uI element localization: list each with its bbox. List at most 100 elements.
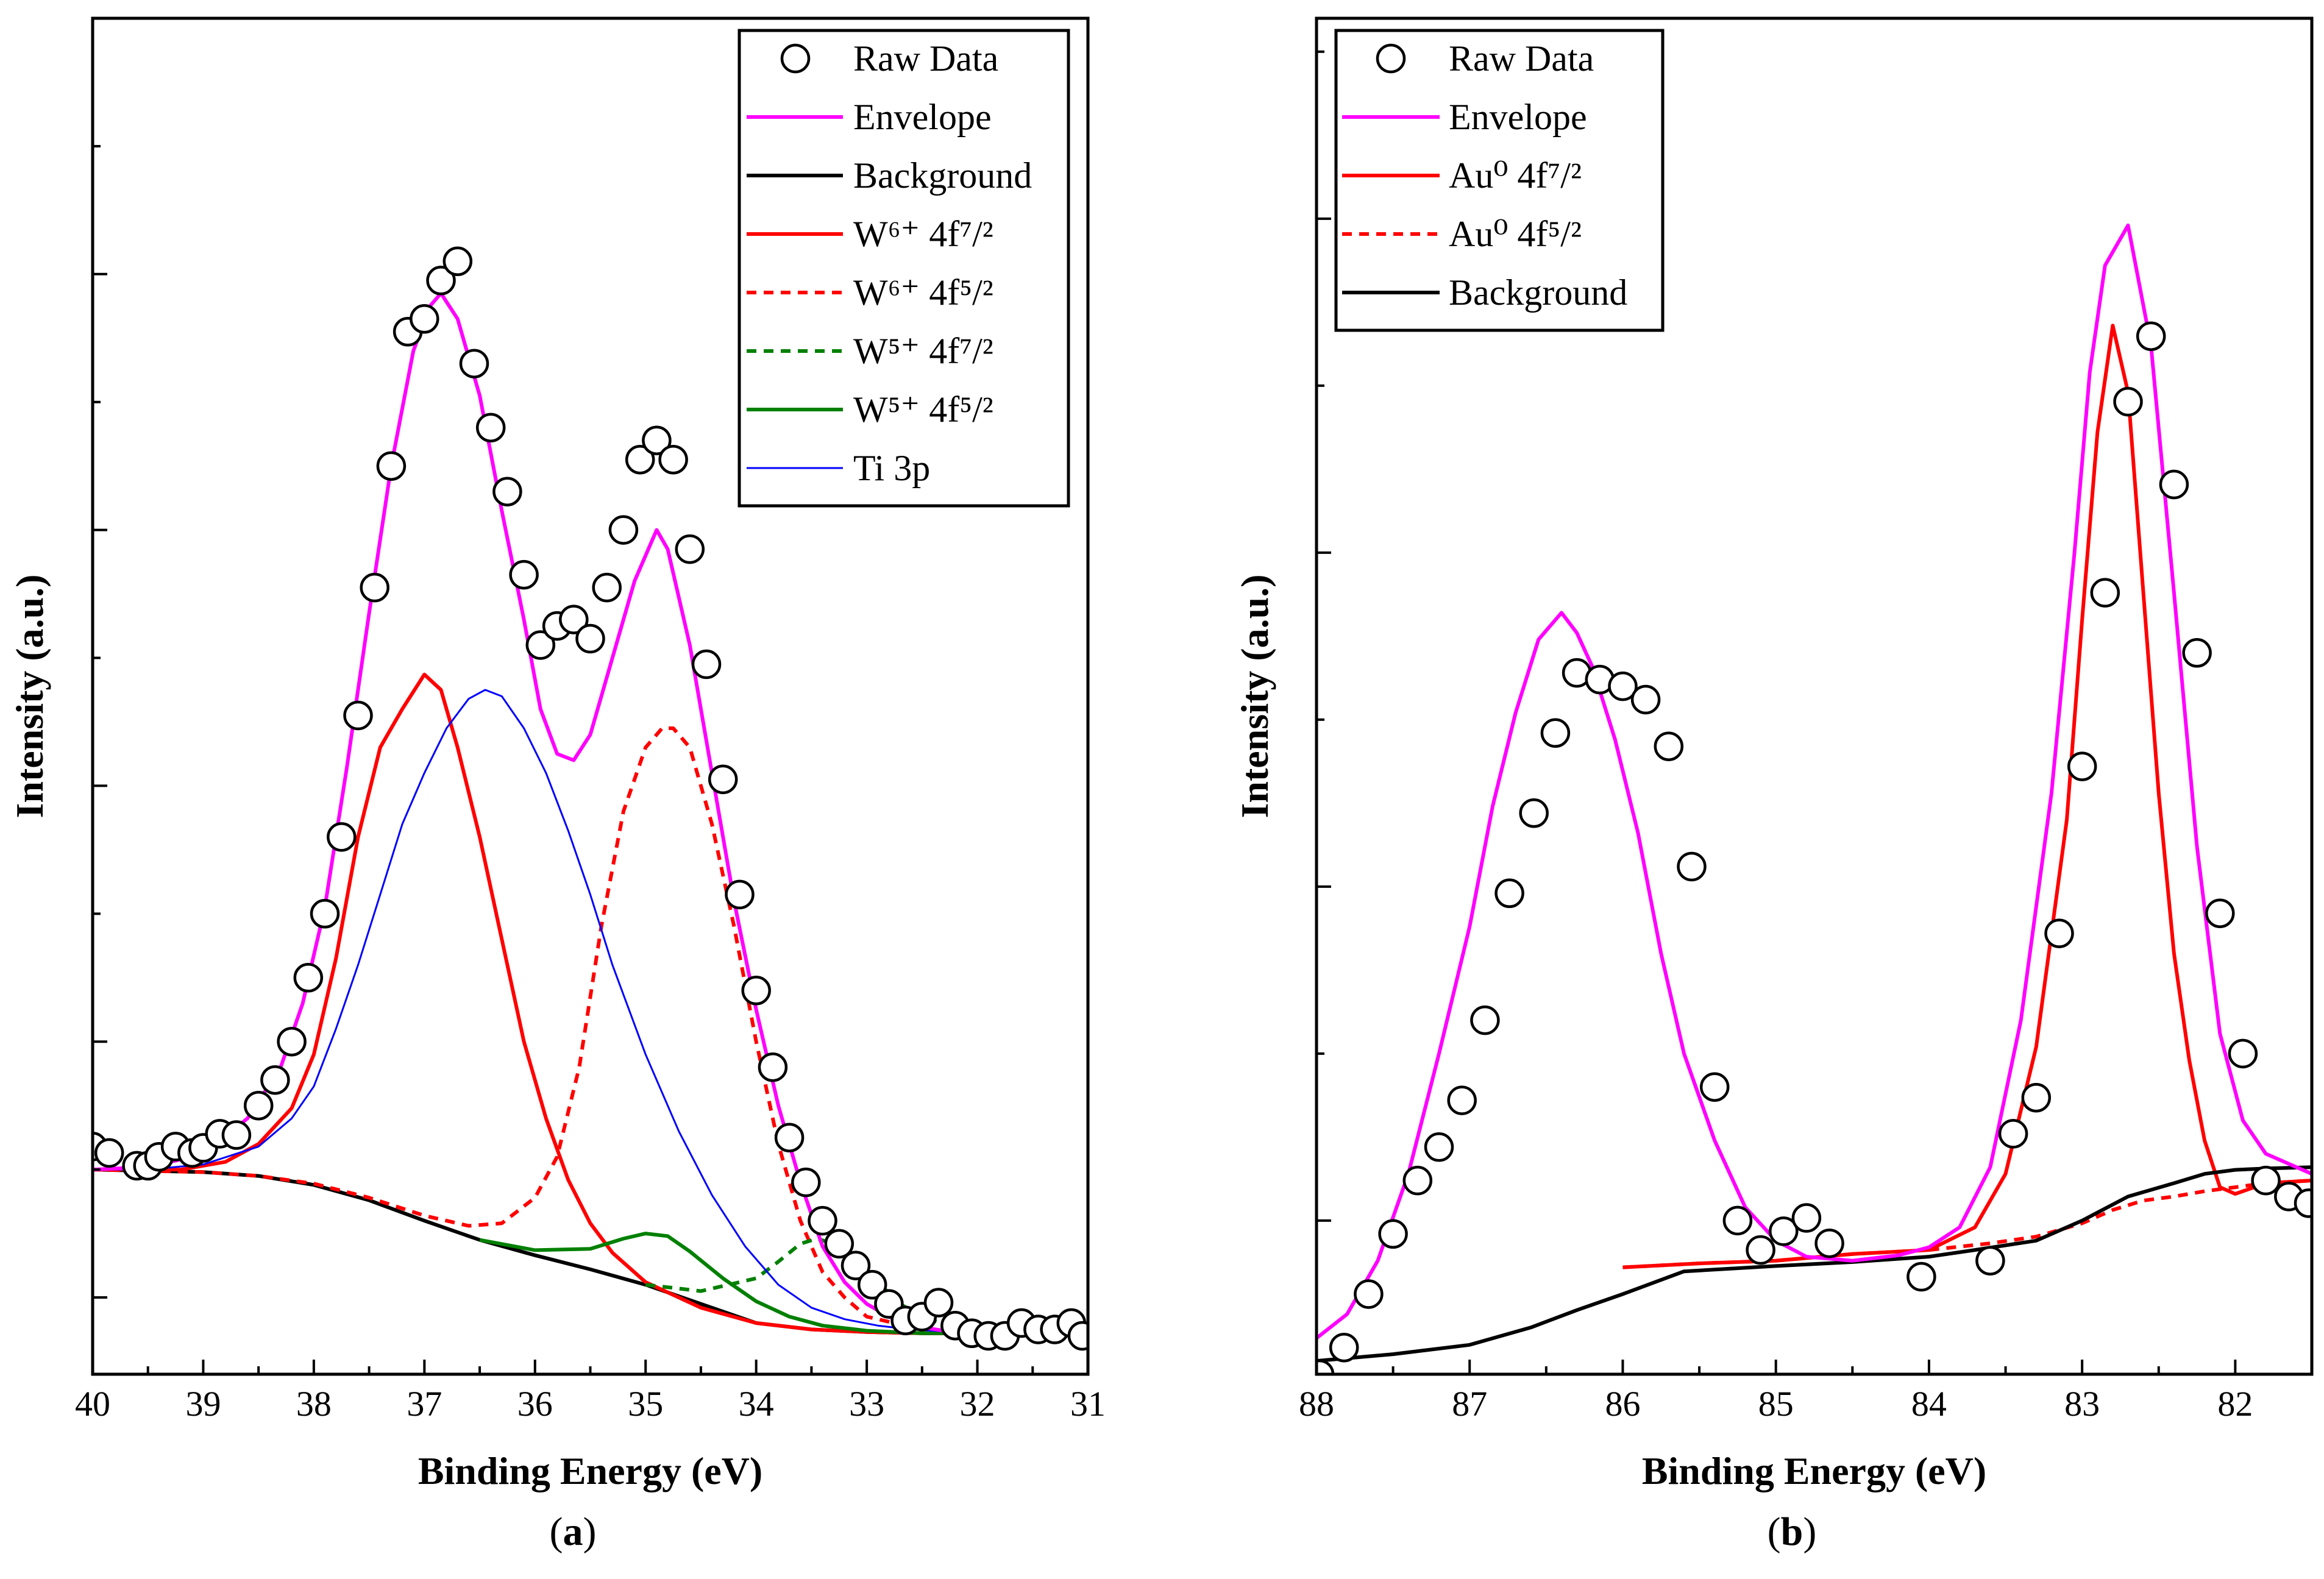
x-tick-label: 86	[1605, 1384, 1640, 1424]
caption-b: (b)	[1768, 1510, 1817, 1554]
raw-data-point	[1519, 798, 1549, 828]
raw-data-point	[221, 1120, 252, 1150]
raw-data-point	[475, 413, 506, 442]
caption-a: (a)	[550, 1510, 597, 1554]
raw-data-point	[1677, 851, 1707, 882]
raw-data-point	[1998, 1119, 2028, 1149]
plot-frame-b	[1315, 16, 2314, 1376]
raw-data-point	[1975, 1246, 2005, 1276]
raw-data-point	[1470, 1005, 1500, 1035]
raw-data-point	[1608, 671, 1638, 701]
raw-data-point	[1746, 1235, 1775, 1265]
chart-panel-b: 88 87 86 85 84 83 82 Binding Energy (eV) Intensi…	[1233, 16, 2314, 1492]
raw-data-point	[1378, 1219, 1408, 1249]
legend-label-au72: Au⁰ 4f⁷/²	[1449, 155, 1582, 196]
x-tick-label: 88	[1299, 1384, 1334, 1424]
raw-data-point	[277, 1026, 307, 1057]
x-tick-label: 33	[849, 1384, 884, 1424]
raw-data-point	[2228, 1038, 2258, 1069]
series-line-w6_72	[93, 672, 1088, 1335]
raw-data-point	[691, 649, 722, 680]
raw-data-point	[1540, 718, 1571, 748]
raw-data-point	[1699, 1072, 1730, 1102]
raw-data-point	[923, 1288, 954, 1318]
raw-data-point	[1354, 1279, 1384, 1309]
raw-data-point	[1317, 1359, 1335, 1374]
raw-data-point	[376, 451, 407, 481]
raw-data-point	[774, 1123, 805, 1152]
raw-data-group-b	[1317, 321, 2312, 1374]
legend-symbol-raw	[1376, 43, 1406, 74]
legend-label-ti3p: Ti 3p	[853, 448, 930, 488]
raw-data-point	[608, 515, 639, 545]
raw-data-point	[725, 879, 755, 910]
raw-data-point	[410, 304, 439, 334]
raw-data-point	[2067, 751, 2097, 781]
caption-a-letter: a	[563, 1510, 583, 1554]
raw-data-point	[94, 1138, 124, 1168]
series-group-a	[93, 291, 1088, 1335]
series-line-ti3p	[93, 689, 1088, 1335]
raw-data-point	[2021, 1082, 2052, 1113]
raw-data-point	[2205, 898, 2235, 928]
legend-a: Raw Data Envelope Background W⁶⁺ 4f⁷/² W⁶⁺ 4…	[737, 29, 1070, 508]
legend-label-raw: Raw Data	[853, 38, 998, 79]
legend-symbol-raw	[780, 43, 811, 74]
raw-data-point	[509, 559, 539, 590]
legend-label-raw: Raw Data	[1449, 38, 1594, 79]
raw-data-point	[360, 572, 389, 603]
raw-data-point	[492, 477, 522, 506]
chart-panel-a: 40 39 38 37 36 35 34 33 32 31 Binding Energy (eV) I…	[8, 16, 1106, 1492]
raw-data-point	[2294, 1188, 2312, 1218]
series-line-au72	[1622, 324, 2312, 1269]
raw-data-point	[310, 899, 340, 929]
x-tick-label: 39	[185, 1384, 221, 1424]
raw-data-point	[1906, 1261, 1936, 1292]
raw-data-point	[1630, 684, 1661, 715]
legend-label-au52: Au⁰ 4f⁵/²	[1449, 214, 1582, 254]
series-line-background	[1317, 1165, 2312, 1363]
raw-data-point	[625, 444, 655, 475]
x-tick-label: 32	[960, 1384, 995, 1424]
raw-data-point	[2136, 321, 2166, 351]
x-tick-label: 35	[628, 1384, 663, 1424]
raw-data-point	[675, 534, 705, 564]
legend-label-w5_72: W⁵⁺ 4f⁷/²	[853, 331, 993, 371]
raw-data-point	[575, 623, 605, 654]
raw-data-point	[459, 349, 489, 378]
raw-data-point	[1447, 1085, 1477, 1115]
raw-data-point	[293, 963, 324, 993]
raw-data-point	[824, 1229, 855, 1259]
y-axis-title: Intensity (a.u.)	[8, 574, 51, 818]
legend-label-w6_72: W⁶⁺ 4f⁷/²	[853, 214, 993, 254]
raw-data-point	[857, 1269, 887, 1300]
raw-data-point	[2090, 578, 2120, 608]
raw-data-point	[426, 266, 456, 296]
caption-b-letter: b	[1781, 1510, 1803, 1554]
series-line-envelope	[93, 291, 1088, 1335]
legend-label-background: Background	[1449, 272, 1627, 313]
x-tick-label: 83	[2064, 1384, 2100, 1424]
raw-data-group-a	[93, 246, 1088, 1351]
raw-data-point	[1791, 1203, 1822, 1233]
x-tick-label: 34	[739, 1384, 774, 1424]
raw-data-point	[708, 764, 738, 795]
raw-data-point	[642, 425, 672, 455]
raw-data-point	[758, 1052, 788, 1082]
raw-data-point	[1814, 1228, 1844, 1258]
raw-data-point	[2182, 638, 2212, 668]
x-tick-label: 36	[517, 1384, 553, 1424]
legend-b: Raw Data Envelope Au⁰ 4f⁷/² Au⁰ 4f⁵/² Backgr…	[1334, 29, 1665, 332]
raw-data-point	[808, 1205, 837, 1236]
legend-box	[1334, 29, 1665, 332]
raw-data-point	[1402, 1165, 1433, 1196]
raw-data-point	[1722, 1205, 1753, 1236]
raw-data-point	[1329, 1332, 1359, 1363]
legend-label-background: Background	[853, 155, 1032, 196]
raw-data-point	[559, 605, 589, 634]
x-axis-title: Binding Energy (eV)	[1642, 1449, 1986, 1492]
series-line-w6_52	[93, 726, 1088, 1335]
x-tick-label: 84	[1911, 1384, 1947, 1424]
raw-data-point	[260, 1065, 290, 1095]
